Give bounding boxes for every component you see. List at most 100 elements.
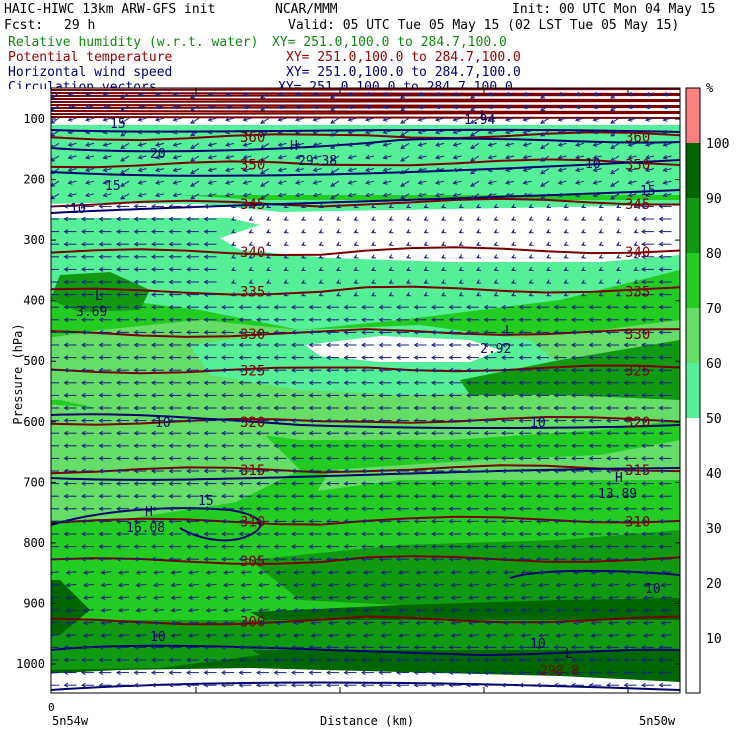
circulation-vector-head <box>133 556 139 562</box>
circulation-vector-head <box>63 556 69 562</box>
circulation-vector <box>365 130 375 134</box>
circulation-vector <box>558 168 567 172</box>
circulation-vector-head <box>47 456 51 460</box>
circulation-vector-head <box>605 355 611 360</box>
circulation-vector-head <box>662 180 668 185</box>
circulation-vector <box>523 168 532 172</box>
circulation-vector-head <box>448 330 454 335</box>
circulation-vector-head <box>260 169 266 175</box>
circulation-vector-head <box>150 544 156 549</box>
circulation-vector-head <box>240 633 246 638</box>
circulation-vector-head <box>450 582 456 588</box>
circulation-vector <box>260 117 270 124</box>
circulation-vector-head <box>483 657 489 663</box>
circulation-vector-head <box>360 506 366 512</box>
circulation-vector-head <box>553 468 559 474</box>
circulation-vector-head <box>483 645 489 650</box>
circulation-vector-head <box>570 670 576 675</box>
circulation-vector-head <box>170 595 176 601</box>
circulation-vector-head <box>203 241 209 247</box>
circulation-vector-head <box>63 267 69 272</box>
circulation-vector <box>558 92 567 96</box>
circulation-vector-head <box>623 317 629 323</box>
circulation-vector-head <box>185 531 191 537</box>
circulation-vector <box>328 596 340 599</box>
circulation-vector <box>51 155 60 162</box>
circulation-vector-head <box>465 430 471 436</box>
circulation-vector <box>85 180 95 184</box>
circulation-vector-head <box>273 645 279 650</box>
circulation-vector-head <box>312 142 318 147</box>
circulation-vector-head <box>413 506 419 512</box>
circulation-vector-head <box>592 192 598 198</box>
circulation-vector-head <box>605 645 611 650</box>
circulation-vector-head <box>518 481 524 486</box>
circulation-vector <box>663 193 672 197</box>
circulation-vector-head <box>662 192 668 198</box>
circulation-vector-head <box>290 645 296 650</box>
circulation-vector-head <box>623 330 629 335</box>
circulation-vector-head <box>448 531 454 537</box>
circulation-vector-head <box>47 545 51 549</box>
circulation-vector-head <box>255 657 261 663</box>
circulation-vector-head <box>458 254 464 259</box>
circulation-vector <box>348 142 357 146</box>
circulation-vector <box>103 168 112 172</box>
circulation-vector <box>645 105 655 109</box>
colorbar-swatch <box>686 528 700 583</box>
circulation-vector-head <box>430 380 436 386</box>
circulation-vector-head <box>522 154 528 160</box>
circulation-vector-head <box>458 241 464 246</box>
circulation-vector <box>190 105 200 112</box>
circulation-vector <box>521 596 532 599</box>
circulation-vector-head <box>220 645 226 650</box>
circulation-vector-head <box>343 367 349 373</box>
circulation-vector-head <box>627 154 633 160</box>
circulation-vector-head <box>67 192 73 198</box>
circulation-vector-head <box>458 292 464 297</box>
circulation-vector-head <box>360 556 366 562</box>
circulation-vector <box>223 609 235 612</box>
circulation-vector-head <box>98 267 104 272</box>
circulation-vector <box>435 92 445 96</box>
circulation-vector-head <box>100 595 106 601</box>
circulation-vector <box>365 142 375 146</box>
circulation-vector-head <box>485 570 491 575</box>
circulation-vector <box>400 130 410 137</box>
colorbar-label: 30 <box>706 522 722 537</box>
circulation-vector-head <box>172 104 178 110</box>
circulation-vector-head <box>168 241 174 247</box>
circulation-vector-head <box>364 104 370 110</box>
circulation-vector <box>173 130 182 134</box>
circulation-vector-head <box>220 481 226 486</box>
circulation-vector-head <box>658 355 664 360</box>
circulation-vector-head <box>360 682 366 688</box>
circulation-vector-head <box>360 418 366 423</box>
circulation-vector-head <box>185 317 191 323</box>
circulation-vector-head <box>168 544 174 549</box>
circulation-vector-head <box>640 267 646 272</box>
circulation-vector <box>418 105 427 109</box>
circulation-vector-head <box>266 292 272 297</box>
circulation-vector-head <box>563 292 569 297</box>
wind-speed-contour-line <box>51 644 680 657</box>
circulation-vector <box>155 155 165 159</box>
circulation-vector-head <box>80 430 86 436</box>
circulation-vector-head <box>590 582 596 588</box>
circulation-vector <box>505 92 515 96</box>
circulation-vector <box>363 596 375 599</box>
circulation-vector <box>328 609 340 612</box>
circulation-vector-head <box>343 405 349 411</box>
circulation-vector-head <box>465 531 471 537</box>
circulation-vector-head <box>423 229 429 234</box>
circulation-vector-head <box>423 216 429 221</box>
circulation-vector-head <box>483 481 489 486</box>
circulation-vector-head <box>63 430 69 436</box>
colorbar-label: 50 <box>706 412 722 427</box>
circulation-vector-head <box>483 317 489 323</box>
circulation-vector-head <box>231 266 237 272</box>
circulation-vector-head <box>294 104 300 110</box>
colorbar-label: 60 <box>706 357 722 372</box>
circulation-vector-head <box>395 645 401 650</box>
circulation-vector <box>68 168 77 172</box>
